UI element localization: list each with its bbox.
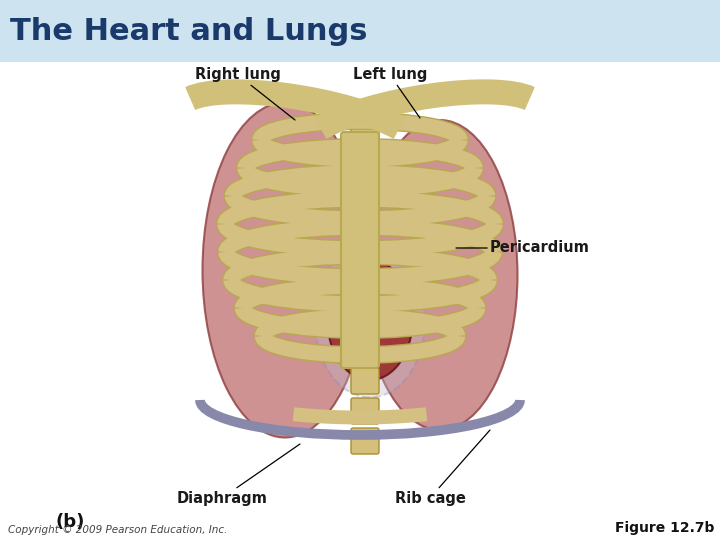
Bar xyxy=(0,23,720,24)
Bar xyxy=(0,0,720,1)
Bar xyxy=(0,42,720,43)
Text: Pericardium: Pericardium xyxy=(456,240,590,255)
Bar xyxy=(0,5,720,6)
Bar xyxy=(0,52,720,53)
Text: (b): (b) xyxy=(55,513,85,531)
FancyBboxPatch shape xyxy=(351,278,379,304)
Bar xyxy=(0,31,720,32)
Bar xyxy=(0,48,720,49)
Bar xyxy=(0,10,720,11)
Bar xyxy=(0,26,720,27)
Bar xyxy=(0,60,720,61)
Text: Copyright © 2009 Pearson Education, Inc.: Copyright © 2009 Pearson Education, Inc. xyxy=(8,525,228,535)
Bar xyxy=(0,36,720,37)
Bar xyxy=(0,61,720,62)
Bar xyxy=(0,27,720,28)
FancyBboxPatch shape xyxy=(351,188,379,214)
Text: Rib cage: Rib cage xyxy=(395,430,490,505)
Bar xyxy=(0,4,720,5)
Bar xyxy=(0,14,720,15)
Bar xyxy=(0,3,720,4)
Bar xyxy=(0,22,720,23)
Bar xyxy=(0,19,720,20)
Text: Left lung: Left lung xyxy=(353,68,427,118)
Bar xyxy=(0,49,720,50)
Bar xyxy=(0,12,720,13)
Bar xyxy=(0,2,720,3)
Bar xyxy=(0,38,720,39)
Bar xyxy=(0,43,720,44)
FancyBboxPatch shape xyxy=(351,128,379,154)
Bar xyxy=(0,21,720,22)
Bar xyxy=(0,16,720,17)
FancyBboxPatch shape xyxy=(351,308,379,334)
Bar xyxy=(0,59,720,60)
Ellipse shape xyxy=(362,120,518,430)
Ellipse shape xyxy=(202,103,367,437)
Bar xyxy=(0,17,720,18)
Bar xyxy=(0,512,720,540)
Ellipse shape xyxy=(315,242,425,397)
Bar xyxy=(0,41,720,42)
FancyBboxPatch shape xyxy=(351,368,379,394)
Bar xyxy=(0,8,720,9)
Bar xyxy=(0,34,720,35)
Bar xyxy=(0,30,720,31)
Ellipse shape xyxy=(328,260,413,380)
Bar xyxy=(0,29,720,30)
Bar xyxy=(0,39,720,40)
Bar xyxy=(0,47,720,48)
Bar xyxy=(0,37,720,38)
Text: The Heart and Lungs: The Heart and Lungs xyxy=(10,17,367,45)
Bar xyxy=(0,11,720,12)
Bar xyxy=(0,24,720,25)
Bar xyxy=(0,15,720,16)
Bar xyxy=(0,9,720,10)
Ellipse shape xyxy=(150,80,570,520)
Bar xyxy=(0,35,720,36)
Bar xyxy=(0,51,720,52)
Bar xyxy=(0,6,720,7)
Text: Diaphragm: Diaphragm xyxy=(176,444,300,505)
Bar xyxy=(0,32,720,33)
Bar xyxy=(0,57,720,58)
FancyBboxPatch shape xyxy=(351,248,379,274)
Bar xyxy=(0,58,720,59)
Bar xyxy=(0,53,720,54)
Bar xyxy=(0,44,720,45)
Bar xyxy=(0,46,720,47)
Bar xyxy=(0,28,720,29)
FancyBboxPatch shape xyxy=(351,338,379,364)
Bar xyxy=(0,33,720,34)
Text: Figure 12.7b: Figure 12.7b xyxy=(615,521,714,535)
Text: Right lung: Right lung xyxy=(195,68,295,120)
FancyBboxPatch shape xyxy=(351,218,379,244)
Bar xyxy=(0,40,720,41)
FancyBboxPatch shape xyxy=(351,158,379,184)
FancyBboxPatch shape xyxy=(341,132,379,368)
Bar xyxy=(0,54,720,55)
Bar xyxy=(0,13,720,14)
Bar xyxy=(0,50,720,51)
Bar xyxy=(0,7,720,8)
FancyBboxPatch shape xyxy=(351,428,379,454)
Bar xyxy=(0,18,720,19)
Bar xyxy=(0,56,720,57)
Bar xyxy=(0,62,720,512)
Bar xyxy=(0,55,720,56)
Bar xyxy=(0,0,720,62)
FancyBboxPatch shape xyxy=(351,398,379,424)
Bar xyxy=(0,20,720,21)
Bar xyxy=(0,45,720,46)
Bar xyxy=(0,1,720,2)
Bar xyxy=(0,25,720,26)
